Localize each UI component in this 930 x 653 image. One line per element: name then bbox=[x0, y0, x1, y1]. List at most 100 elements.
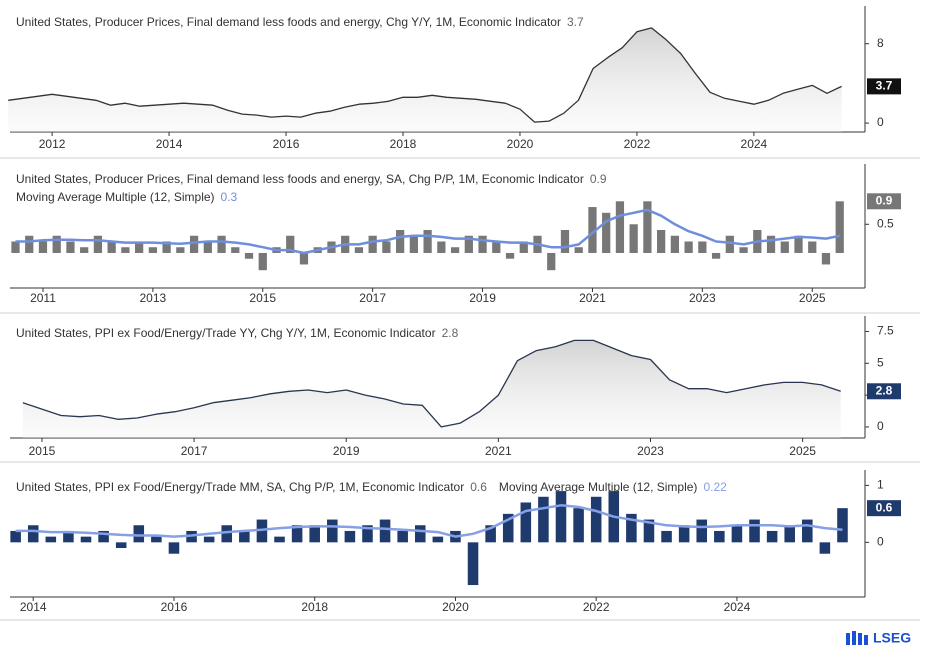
bar bbox=[45, 536, 57, 543]
bar bbox=[802, 519, 813, 543]
legend: United States, PPI ex Food/Energy/Trade … bbox=[16, 480, 727, 494]
legend-value: 0.6 bbox=[470, 480, 487, 494]
area bbox=[22, 340, 841, 438]
legend-value: 0.3 bbox=[221, 190, 238, 204]
bar bbox=[574, 247, 583, 253]
bar bbox=[397, 530, 408, 543]
bar bbox=[560, 230, 570, 253]
bar bbox=[52, 235, 61, 253]
bar bbox=[25, 235, 34, 253]
bar bbox=[66, 241, 75, 253]
legend-name: United States, Producer Prices, Final de… bbox=[16, 15, 561, 29]
bar bbox=[725, 235, 734, 253]
bar bbox=[203, 241, 212, 253]
value-box bbox=[867, 383, 901, 400]
bar bbox=[505, 252, 515, 259]
bar bbox=[274, 536, 285, 543]
bar bbox=[808, 241, 817, 253]
bar bbox=[547, 252, 556, 271]
legend: United States, Producer Prices, Final de… bbox=[16, 172, 607, 186]
x-tick-label: 2022 bbox=[583, 600, 610, 614]
y-tick-label: 0 bbox=[877, 419, 884, 433]
bar bbox=[711, 252, 721, 259]
moving-average-line bbox=[15, 504, 843, 538]
bar bbox=[396, 230, 405, 253]
bar bbox=[327, 519, 338, 543]
x-tick-label: 2017 bbox=[181, 444, 208, 458]
value-box-label: 2.8 bbox=[876, 383, 893, 397]
bar bbox=[661, 530, 672, 543]
bar bbox=[176, 247, 185, 253]
bar bbox=[203, 536, 215, 543]
bar bbox=[731, 525, 743, 543]
x-tick-label: 2025 bbox=[789, 444, 816, 458]
bar bbox=[368, 235, 377, 253]
bar bbox=[189, 235, 199, 253]
bar bbox=[382, 241, 391, 253]
x-tick-label: 2021 bbox=[485, 444, 512, 458]
logo-bar bbox=[852, 631, 856, 645]
bar bbox=[162, 241, 171, 253]
bar bbox=[670, 235, 679, 253]
bar bbox=[299, 252, 309, 265]
x-tick-label: 2017 bbox=[359, 291, 386, 305]
bar bbox=[244, 252, 254, 259]
bar bbox=[80, 247, 89, 253]
logo-bar bbox=[846, 633, 850, 645]
x-tick-label: 2023 bbox=[637, 444, 664, 458]
value-box-label: 0.6 bbox=[876, 500, 893, 514]
bar bbox=[151, 536, 162, 543]
bar bbox=[291, 525, 303, 543]
x-tick-label: 2018 bbox=[390, 137, 417, 151]
bar bbox=[819, 542, 831, 554]
bar bbox=[107, 241, 116, 253]
bar bbox=[354, 247, 364, 253]
bar bbox=[698, 241, 707, 253]
bar bbox=[231, 247, 240, 253]
legend-value: 3.7 bbox=[567, 15, 584, 29]
x-tick-label: 2019 bbox=[333, 444, 360, 458]
bar bbox=[362, 525, 373, 543]
bar bbox=[135, 241, 144, 253]
x-tick-label: 2024 bbox=[724, 600, 751, 614]
logo-bar bbox=[864, 635, 868, 645]
x-tick-label: 2014 bbox=[20, 600, 47, 614]
bar bbox=[643, 519, 655, 543]
y-tick-label: 5 bbox=[877, 355, 884, 369]
bar bbox=[492, 241, 501, 253]
legend-value: 2.8 bbox=[442, 326, 459, 340]
line bbox=[8, 27, 842, 123]
legend-name: United States, Producer Prices, Final de… bbox=[16, 172, 584, 186]
bar bbox=[121, 247, 130, 253]
bar bbox=[485, 525, 496, 543]
bar bbox=[11, 241, 20, 253]
bar bbox=[27, 525, 39, 543]
y-tick-label: 0.5 bbox=[877, 216, 894, 230]
legend-value: 0.22 bbox=[703, 480, 727, 494]
bar bbox=[696, 519, 708, 543]
bar bbox=[344, 530, 356, 543]
x-tick-label: 2024 bbox=[741, 137, 768, 151]
moving-average-line bbox=[15, 208, 840, 255]
y-tick-label: 8 bbox=[877, 36, 884, 50]
bar bbox=[432, 536, 444, 543]
x-tick-label: 2013 bbox=[140, 291, 167, 305]
bar bbox=[93, 235, 103, 253]
value-box-label: 0.9 bbox=[876, 193, 893, 207]
y-tick-label: 7.5 bbox=[877, 324, 894, 338]
x-tick-label: 2022 bbox=[624, 137, 651, 151]
bar bbox=[10, 530, 21, 543]
bar bbox=[643, 201, 652, 253]
logo-bar bbox=[858, 633, 862, 645]
bar bbox=[80, 536, 92, 543]
bar bbox=[309, 525, 320, 543]
bar bbox=[148, 247, 157, 253]
legend-value: 0.9 bbox=[590, 172, 607, 186]
bar bbox=[217, 235, 226, 253]
x-tick-label: 2011 bbox=[30, 291, 56, 305]
value-box-label: 3.7 bbox=[876, 79, 893, 93]
bar bbox=[437, 241, 446, 253]
x-tick-label: 2023 bbox=[689, 291, 716, 305]
value-box bbox=[867, 500, 901, 517]
x-tick-label: 2018 bbox=[301, 600, 328, 614]
